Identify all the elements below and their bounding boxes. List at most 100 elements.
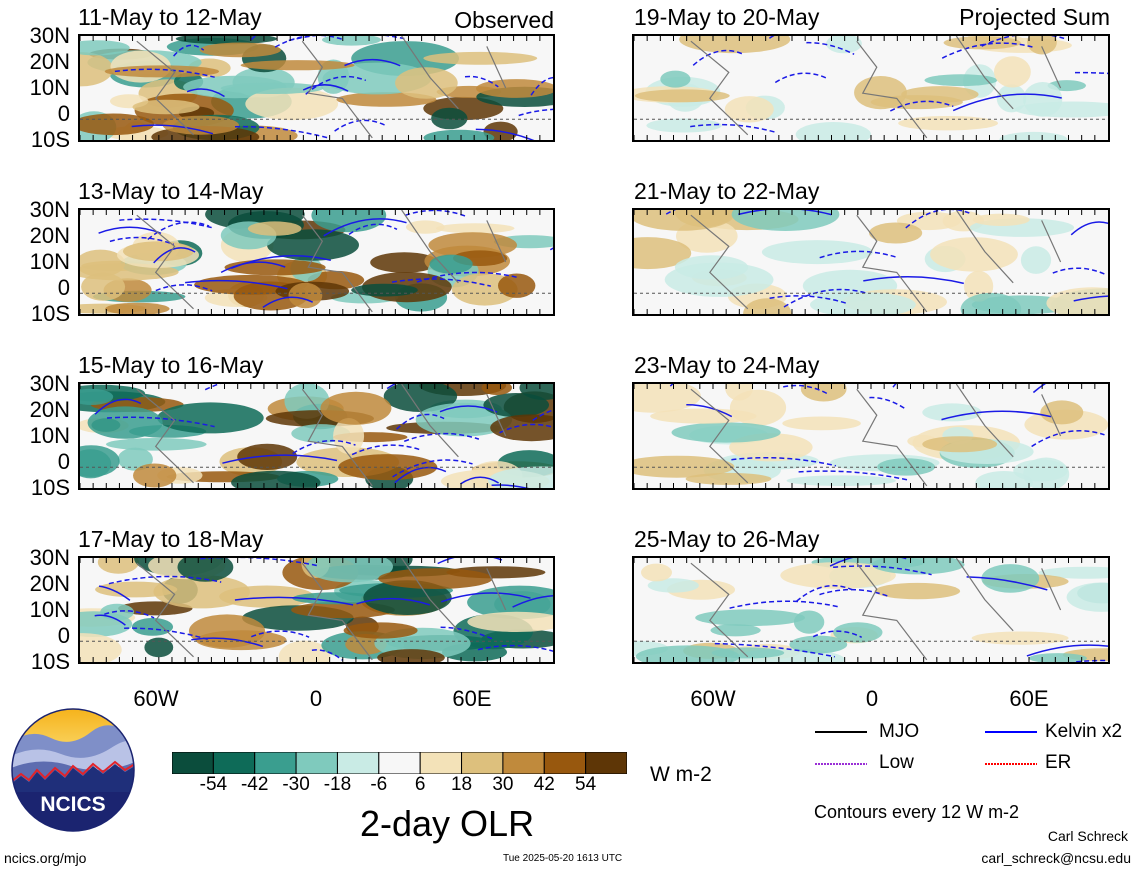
kelvin-contour — [94, 614, 126, 626]
panel-title-obs-3: 15-May to 16-May — [78, 352, 264, 378]
olr-anomaly-blob — [874, 582, 961, 600]
olr-anomaly-blob — [106, 438, 207, 451]
kelvin-contour — [302, 84, 349, 92]
coastline — [136, 558, 507, 661]
colorbar-swatch — [419, 752, 463, 774]
kelvin-contour — [416, 271, 519, 283]
author-label: Carl Schreck — [1047, 828, 1128, 844]
kelvin-contour — [952, 93, 1062, 112]
kelvin-contour — [147, 221, 210, 240]
olr-anomaly-blob — [972, 213, 1030, 226]
colorbar-tick-label: 6 — [414, 774, 426, 795]
kelvin-contour — [819, 588, 888, 597]
olr-anomaly-blob — [789, 635, 848, 654]
map-panel-obs-4 — [78, 556, 555, 664]
olr-anomaly-blob — [423, 129, 495, 140]
colorbar-tick-label: 30 — [492, 774, 514, 795]
colorbar-tick-label: 54 — [575, 774, 597, 795]
kelvin-contour — [738, 210, 832, 216]
olr-anomaly-blob — [177, 558, 234, 582]
colorbar-swatch — [461, 752, 504, 774]
colorbar — [172, 752, 627, 774]
olr-anomaly-blob — [144, 637, 174, 658]
olr-anomaly-blob — [81, 272, 126, 301]
kelvin-contour — [499, 423, 553, 434]
olr-anomaly-blob — [1020, 246, 1052, 274]
kelvin-contour — [323, 218, 407, 237]
olr-anomaly-blob — [80, 449, 112, 479]
kelvin-contour — [262, 296, 314, 309]
olr-anomaly-blob — [97, 558, 139, 574]
kelvin-contour — [344, 58, 401, 67]
kelvin-contour — [204, 384, 221, 391]
olr-anomaly-blob — [498, 273, 536, 298]
kelvin-contour — [104, 610, 155, 619]
olr-anomaly-blob — [80, 52, 114, 87]
colorbar-swatch — [172, 752, 214, 774]
olr-anomaly-blob — [898, 116, 998, 131]
olr-anomaly-blob — [199, 42, 281, 58]
olr-anomaly-blob — [780, 562, 896, 589]
olr-anomaly-blob — [996, 84, 1027, 113]
kelvin-contour — [114, 68, 215, 78]
kelvin-contour — [783, 288, 868, 308]
olr-anomaly-blob — [634, 384, 701, 413]
lon-tick-60e-left: 60E — [452, 686, 492, 711]
colorbar-swatch — [295, 752, 338, 774]
kelvin-contour — [441, 592, 531, 603]
olr-anomaly-blob — [800, 384, 847, 402]
coastline — [690, 384, 1062, 487]
colorbar-tick-label: -6 — [370, 774, 388, 795]
olr-anomaly-blob — [429, 254, 473, 274]
olr-anomaly-blob — [104, 65, 220, 78]
olr-anomaly-blob — [871, 558, 965, 575]
lat-tick-label: 30N — [29, 197, 70, 222]
kelvin-contour — [386, 384, 397, 390]
kelvin-contour — [774, 72, 828, 84]
lon-tick-0-left: 0 — [309, 686, 323, 711]
kelvin-contour — [1070, 221, 1108, 236]
legend-lines — [815, 731, 1037, 765]
olr-anomaly-blob — [80, 40, 130, 56]
olr-anomaly-blob — [960, 292, 1022, 314]
olr-anomaly-blob — [333, 418, 365, 454]
olr-anomaly-blob — [415, 402, 513, 437]
olr-anomaly-blob — [131, 618, 174, 636]
olr-anomaly-blob — [157, 402, 264, 434]
kelvin-contour — [905, 210, 970, 229]
kelvin-contour — [518, 108, 553, 117]
kelvin-contour — [833, 565, 932, 576]
lat-tick-label: 20N — [29, 571, 70, 596]
kelvin-contour — [108, 575, 222, 585]
map-panel-proj-3 — [632, 382, 1110, 490]
kelvin-contour — [250, 36, 257, 41]
olr-anomaly-blob — [153, 575, 250, 609]
kelvin-contour — [391, 278, 492, 287]
kelvin-contour — [131, 124, 214, 135]
olr-anomaly-blob — [924, 74, 998, 87]
olr-anomaly-blob — [869, 222, 923, 244]
kelvin-contour — [155, 284, 213, 292]
kelvin-contour — [941, 42, 1034, 59]
kelvin-contour — [396, 413, 445, 430]
olr-anomaly-blob — [351, 283, 418, 297]
lat-tick-label: 30N — [29, 545, 70, 570]
kelvin-contour — [690, 123, 777, 134]
coastline — [136, 384, 507, 487]
kelvin-contour — [288, 36, 405, 42]
colorbar-tick-label: -54 — [199, 774, 228, 795]
olr-anomaly-blob — [675, 210, 734, 227]
olr-anomaly-blob — [435, 223, 515, 234]
lat-tick-label: 20N — [29, 49, 70, 74]
lat-tick-label: 0 — [57, 449, 70, 474]
kelvin-contour — [394, 466, 447, 484]
kelvin-contour — [530, 76, 553, 96]
olr-anomaly-blob — [1028, 653, 1087, 662]
kelvin-contour — [714, 642, 835, 658]
lon-tick-60w-right: 60W — [690, 686, 736, 711]
legend-label-low: Low — [879, 752, 914, 773]
olr-anomaly-blob — [406, 220, 445, 234]
kelvin-contour — [889, 100, 954, 112]
olr-anomaly-blob — [647, 578, 699, 593]
lat-tick-label: 20N — [29, 397, 70, 422]
